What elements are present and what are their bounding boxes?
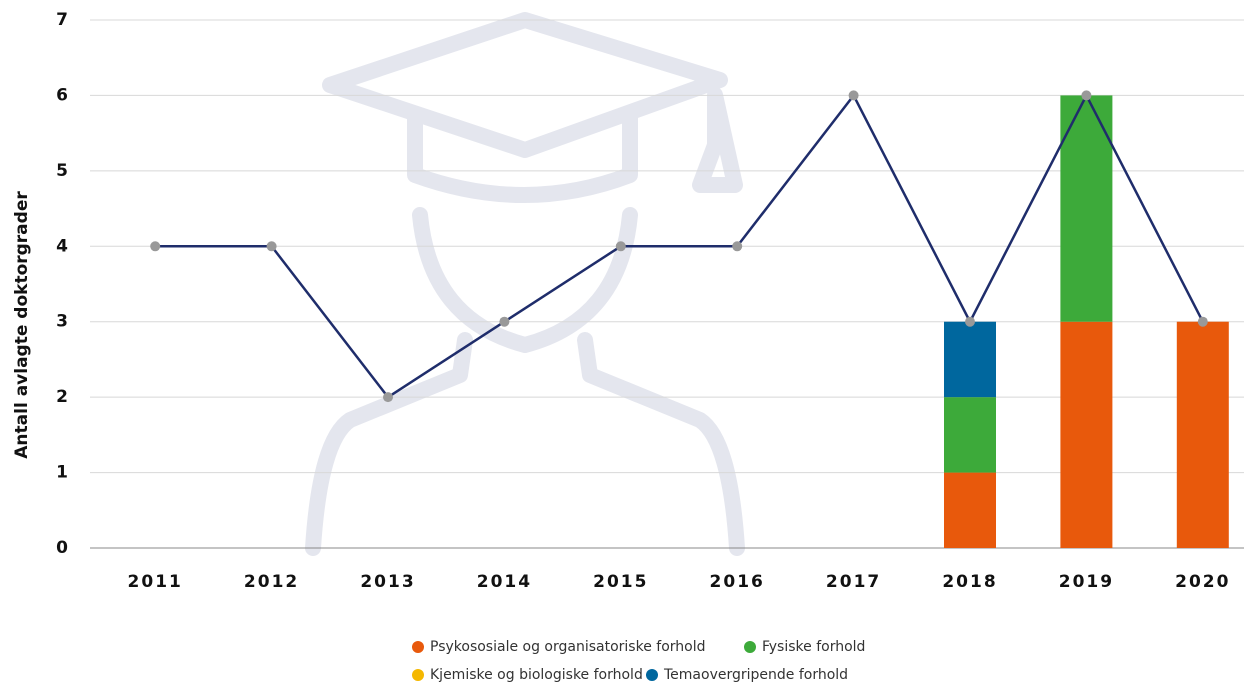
y-tick-label: 5 xyxy=(56,161,68,181)
line-marker xyxy=(732,241,743,252)
x-tick-label: 2018 xyxy=(942,572,997,592)
line-marker xyxy=(266,241,277,252)
line-marker xyxy=(1197,316,1208,327)
x-tick-label: 2011 xyxy=(128,572,183,592)
legend-label: Fysiske forhold xyxy=(762,639,865,655)
bar-segment xyxy=(1176,321,1229,548)
y-tick-label: 1 xyxy=(56,463,68,483)
legend-swatch xyxy=(412,669,424,681)
legend-swatch xyxy=(744,641,756,653)
legend-swatch xyxy=(646,669,658,681)
line-marker xyxy=(1081,90,1092,101)
line-marker xyxy=(383,392,393,403)
line-marker xyxy=(499,316,510,327)
x-tick-label: 2017 xyxy=(826,572,881,592)
legend-label: Kjemiske og biologiske forhold xyxy=(430,667,643,683)
bar-segment xyxy=(944,397,996,473)
bar-segment xyxy=(1060,95,1113,322)
y-tick-label: 4 xyxy=(56,236,68,256)
line-marker xyxy=(615,241,626,252)
total-line xyxy=(155,92,1204,399)
x-tick-label: 2013 xyxy=(360,572,415,592)
x-tick-label: 2015 xyxy=(593,572,648,592)
x-tick-label: 2012 xyxy=(244,572,299,592)
bar-segment xyxy=(944,472,996,548)
y-tick-label: 3 xyxy=(56,312,68,332)
bar-segment xyxy=(1060,321,1113,548)
line-marker xyxy=(848,90,859,101)
legend-swatch xyxy=(412,641,424,653)
y-axis-label: Antall avlagte doktorgrader xyxy=(12,191,32,459)
y-tick-label: 6 xyxy=(56,85,68,105)
x-tick-label: 2020 xyxy=(1175,572,1230,592)
bar-segment xyxy=(944,321,996,398)
y-tick-label: 2 xyxy=(56,387,68,407)
line-marker xyxy=(150,241,161,252)
x-tick-label: 2014 xyxy=(477,572,532,592)
x-tick-label: 2016 xyxy=(710,572,765,592)
line-marker xyxy=(965,316,975,327)
y-tick-label: 7 xyxy=(56,10,68,30)
y-tick-label: 0 xyxy=(56,538,68,558)
legend-label: Temaovergripende forhold xyxy=(663,667,848,683)
x-tick-label: 2019 xyxy=(1059,572,1114,592)
legend-label: Psykososiale og organisatoriske forhold xyxy=(430,639,706,655)
decor-icon xyxy=(305,12,745,556)
